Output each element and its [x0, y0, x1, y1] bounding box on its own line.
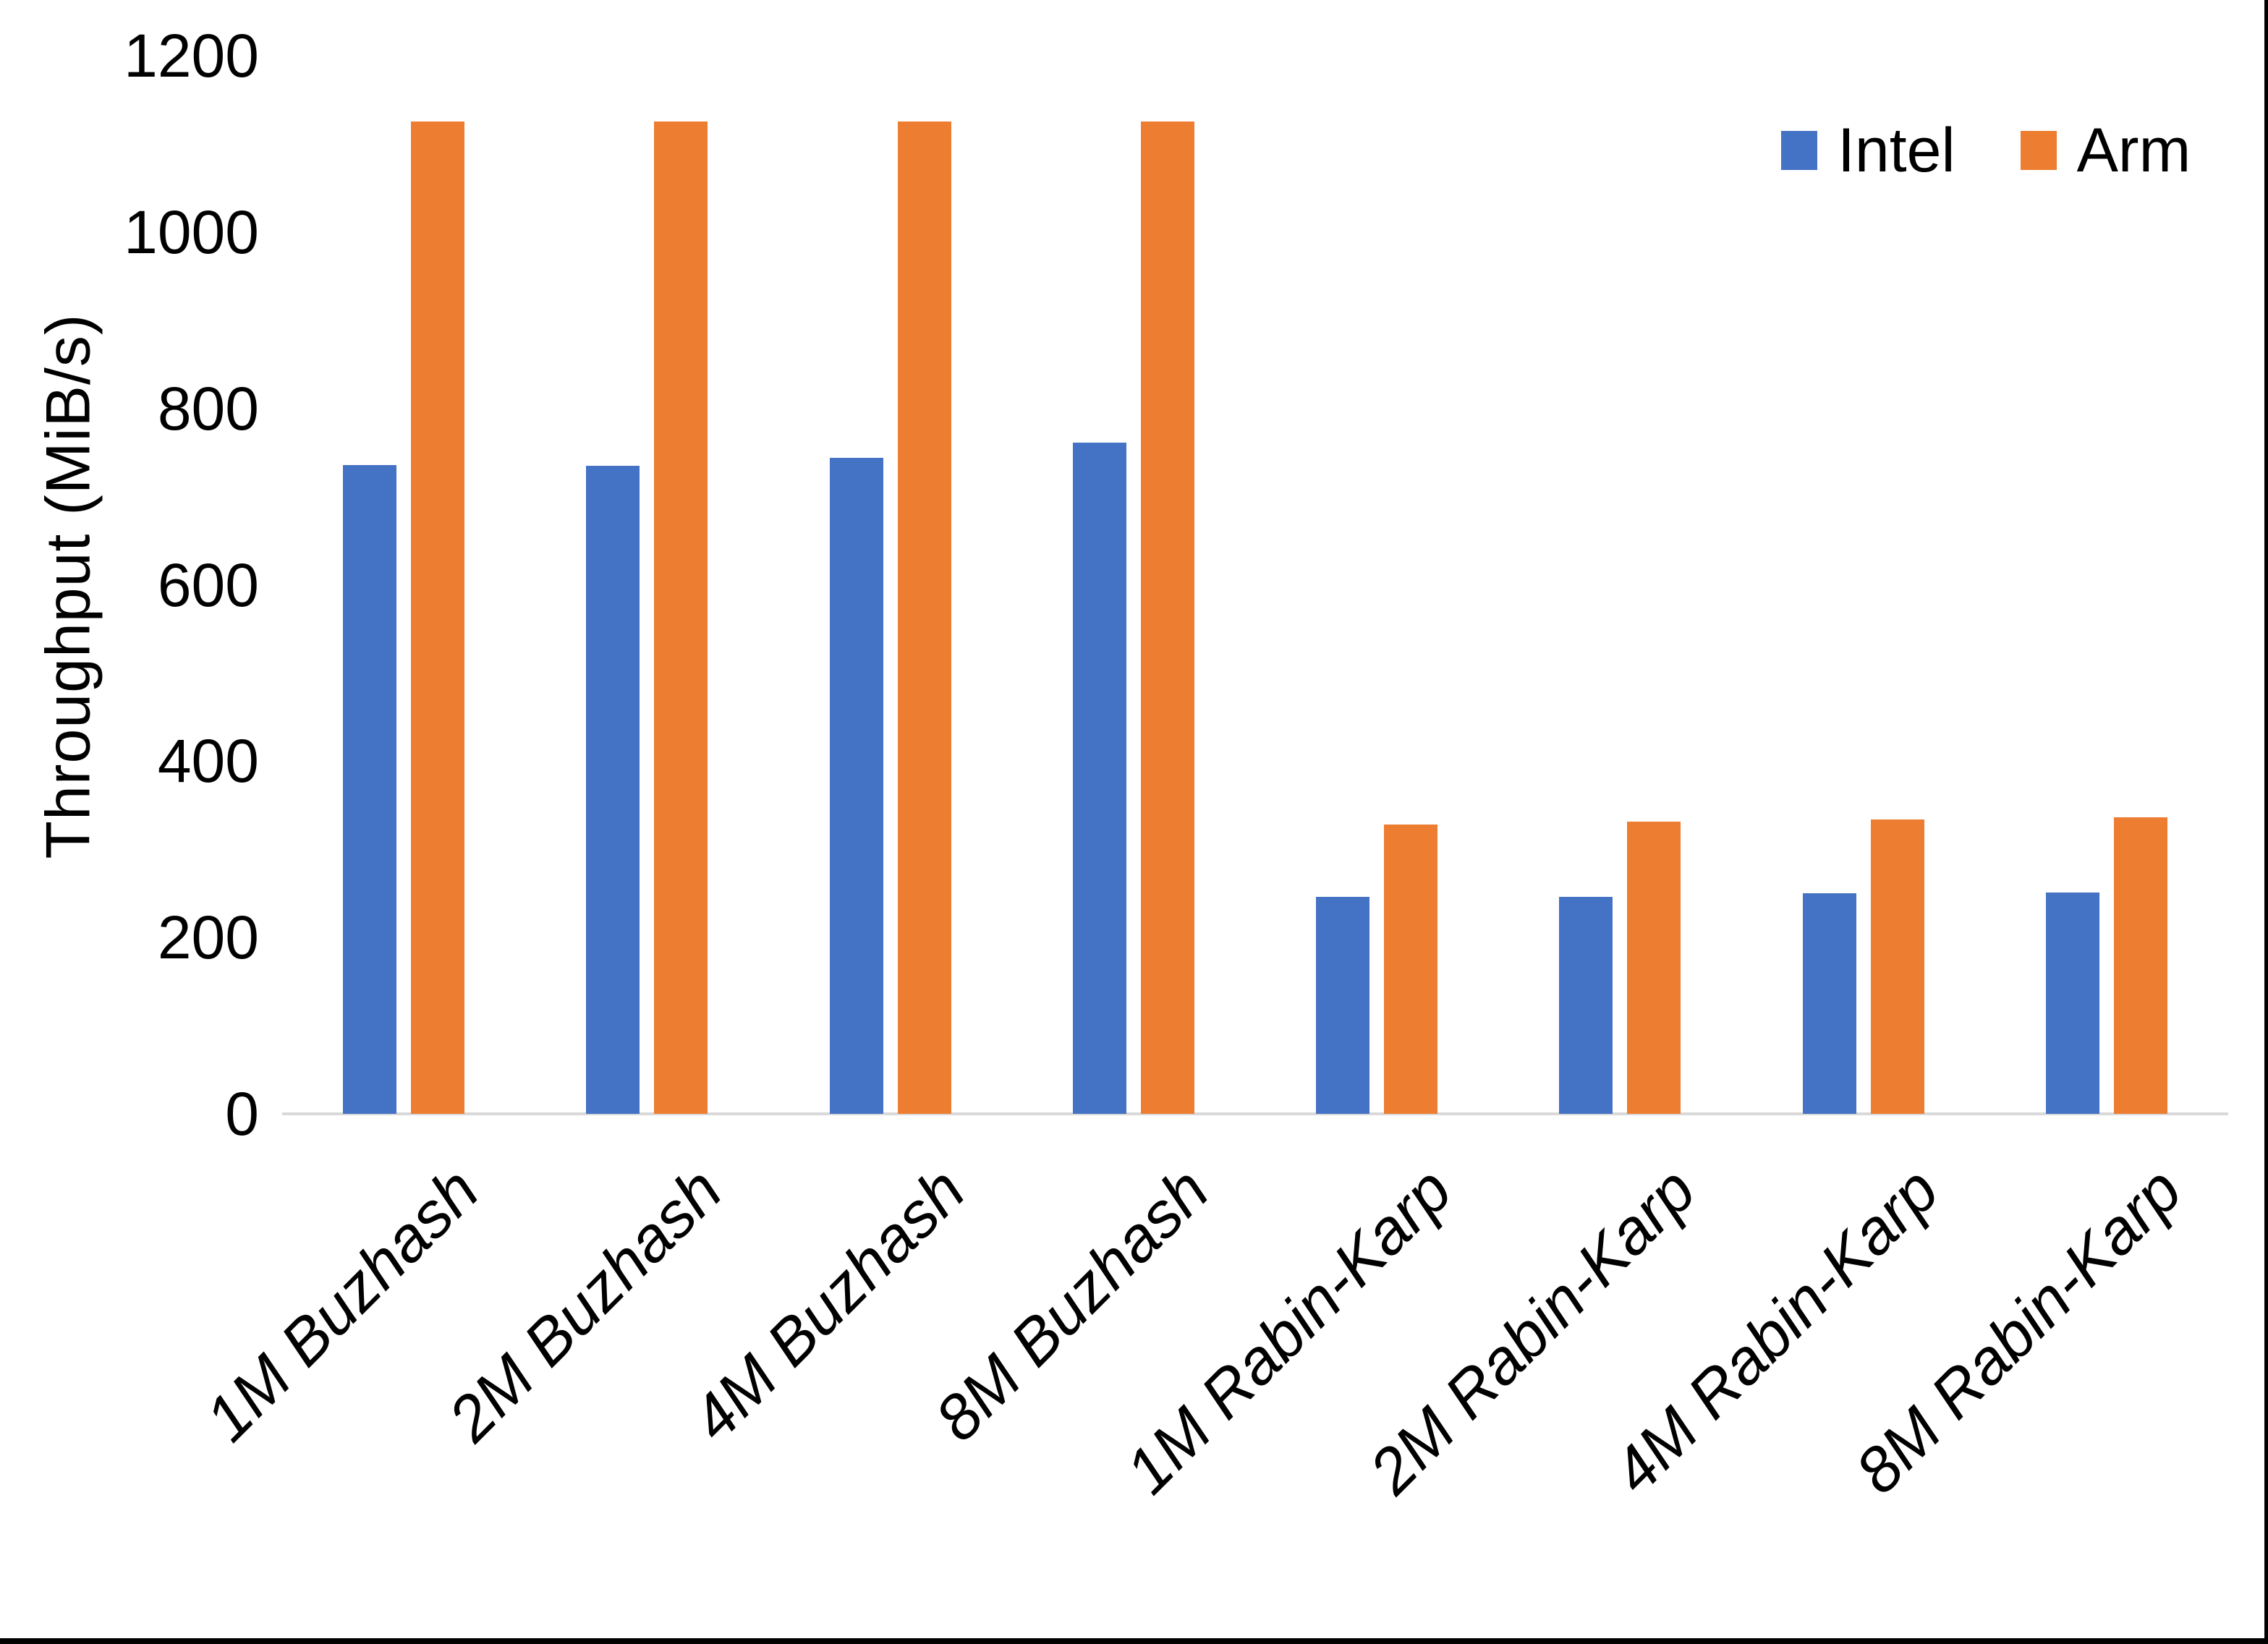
bar-arm-8	[2114, 817, 2167, 1114]
y-tick-label: 800	[157, 374, 259, 443]
bar-intel-4	[1073, 443, 1126, 1114]
page-right-border	[2264, 0, 2268, 1644]
legend: Intel Arm	[1781, 119, 2191, 182]
bar-intel-3	[830, 458, 883, 1114]
y-tick-label: 1200	[124, 22, 259, 90]
y-tick-label: 600	[157, 550, 259, 619]
page-bottom-border	[0, 1638, 2268, 1644]
bar-intel-2	[586, 466, 640, 1114]
bar-arm-3	[898, 122, 951, 1114]
x-axis-line	[282, 1112, 2228, 1115]
bar-arm-6	[1627, 822, 1681, 1114]
bar-intel-1	[343, 465, 396, 1114]
legend-item-arm: Arm	[2020, 116, 2191, 185]
y-tick-label: 400	[157, 727, 259, 796]
legend-item-intel: Intel	[1781, 119, 1955, 182]
bar-intel-8	[2046, 893, 2099, 1114]
y-tick-label: 200	[157, 903, 259, 972]
legend-swatch-icon-arm	[2020, 131, 2057, 170]
y-tick-label: 1000	[124, 197, 259, 266]
bar-arm-7	[1871, 819, 1924, 1114]
bar-intel-7	[1803, 893, 1856, 1114]
legend-label: Arm	[2076, 116, 2191, 185]
bar-arm-5	[1384, 825, 1437, 1114]
y-tick-label: 0	[225, 1080, 259, 1148]
bar-arm-2	[654, 122, 708, 1114]
bar-arm-4	[1141, 122, 1194, 1114]
legend-swatch-icon-intel	[1781, 131, 1817, 170]
bar-arm-1	[411, 122, 464, 1114]
bar-intel-6	[1559, 897, 1613, 1114]
bar-intel-5	[1316, 897, 1369, 1114]
legend-label: Intel	[1838, 116, 1955, 185]
